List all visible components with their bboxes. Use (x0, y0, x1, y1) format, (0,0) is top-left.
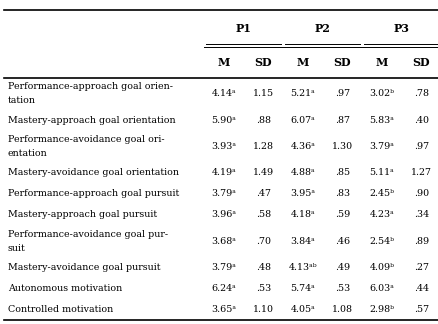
Text: .85: .85 (334, 168, 349, 177)
Text: 3.68ᵃ: 3.68ᵃ (211, 237, 236, 246)
Text: .97: .97 (334, 89, 349, 98)
Text: .53: .53 (255, 284, 270, 293)
Text: 3.79ᵃ: 3.79ᵃ (211, 190, 236, 198)
Text: 1.08: 1.08 (331, 306, 352, 314)
Text: Performance-approach goal orien-: Performance-approach goal orien- (8, 82, 173, 91)
Text: Mastery-approach goal pursuit: Mastery-approach goal pursuit (8, 211, 157, 219)
Text: 5.11ᵃ: 5.11ᵃ (369, 168, 393, 177)
Text: Mastery-avoidance goal orientation: Mastery-avoidance goal orientation (8, 168, 179, 177)
Text: SD: SD (254, 57, 272, 68)
Text: 3.84ᵃ: 3.84ᵃ (290, 237, 314, 246)
Text: .53: .53 (334, 284, 349, 293)
Text: 2.45ᵇ: 2.45ᵇ (369, 190, 393, 198)
Text: 1.15: 1.15 (252, 89, 273, 98)
Text: 4.14ᵃ: 4.14ᵃ (211, 89, 236, 98)
Text: Mastery-avoidance goal pursuit: Mastery-avoidance goal pursuit (8, 263, 160, 272)
Text: 3.95ᵃ: 3.95ᵃ (290, 190, 314, 198)
Text: 2.54ᵇ: 2.54ᵇ (369, 237, 393, 246)
Text: 4.09ᵇ: 4.09ᵇ (369, 263, 393, 272)
Text: 5.90ᵃ: 5.90ᵃ (211, 116, 236, 124)
Text: .47: .47 (255, 190, 270, 198)
Text: SD: SD (412, 57, 429, 68)
Text: 4.36ᵃ: 4.36ᵃ (290, 142, 314, 151)
Text: P1: P1 (235, 23, 251, 34)
Text: M: M (296, 57, 308, 68)
Text: .88: .88 (255, 116, 270, 124)
Text: 4.88ᵃ: 4.88ᵃ (290, 168, 314, 177)
Text: Performance-avoidance goal ori-: Performance-avoidance goal ori- (8, 135, 164, 144)
Text: 4.13ᵃᵇ: 4.13ᵃᵇ (288, 263, 317, 272)
Text: .87: .87 (334, 116, 349, 124)
Text: Performance-approach goal pursuit: Performance-approach goal pursuit (8, 190, 179, 198)
Text: Performance-avoidance goal pur-: Performance-avoidance goal pur- (8, 230, 168, 238)
Text: 3.65ᵃ: 3.65ᵃ (211, 306, 236, 314)
Text: 1.10: 1.10 (252, 306, 273, 314)
Text: 1.27: 1.27 (410, 168, 431, 177)
Text: 3.02ᵇ: 3.02ᵇ (369, 89, 393, 98)
Text: .34: .34 (413, 211, 428, 219)
Text: .89: .89 (413, 237, 428, 246)
Text: 4.23ᵃ: 4.23ᵃ (369, 211, 393, 219)
Text: Mastery-approach goal orientation: Mastery-approach goal orientation (8, 116, 175, 124)
Text: 4.05ᵃ: 4.05ᵃ (290, 306, 314, 314)
Text: .49: .49 (334, 263, 349, 272)
Text: M: M (375, 57, 387, 68)
Text: 3.79ᵃ: 3.79ᵃ (369, 142, 393, 151)
Text: 1.49: 1.49 (252, 168, 273, 177)
Text: Autonomous motivation: Autonomous motivation (8, 284, 122, 293)
Text: 1.28: 1.28 (252, 142, 273, 151)
Text: .46: .46 (334, 237, 349, 246)
Text: 5.74ᵃ: 5.74ᵃ (290, 284, 314, 293)
Text: .59: .59 (334, 211, 349, 219)
Text: suit: suit (8, 244, 25, 253)
Text: 6.03ᵃ: 6.03ᵃ (369, 284, 393, 293)
Text: 4.19ᵃ: 4.19ᵃ (211, 168, 236, 177)
Text: 5.21ᵃ: 5.21ᵃ (290, 89, 314, 98)
Text: .44: .44 (413, 284, 428, 293)
Text: 5.83ᵃ: 5.83ᵃ (369, 116, 393, 124)
Text: Controlled motivation: Controlled motivation (8, 306, 113, 314)
Text: M: M (217, 57, 230, 68)
Text: .48: .48 (255, 263, 270, 272)
Text: .40: .40 (413, 116, 428, 124)
Text: .90: .90 (413, 190, 428, 198)
Text: entation: entation (8, 149, 48, 158)
Text: 4.18ᵃ: 4.18ᵃ (290, 211, 314, 219)
Text: 6.07ᵃ: 6.07ᵃ (290, 116, 314, 124)
Text: SD: SD (333, 57, 350, 68)
Text: .70: .70 (255, 237, 270, 246)
Text: P3: P3 (393, 23, 409, 34)
Text: tation: tation (8, 97, 36, 105)
Text: P2: P2 (314, 23, 330, 34)
Text: .78: .78 (413, 89, 428, 98)
Text: 3.79ᵃ: 3.79ᵃ (211, 263, 236, 272)
Text: .27: .27 (413, 263, 428, 272)
Text: 1.30: 1.30 (331, 142, 352, 151)
Text: .57: .57 (413, 306, 428, 314)
Text: 3.96ᵃ: 3.96ᵃ (211, 211, 236, 219)
Text: 2.98ᵇ: 2.98ᵇ (369, 306, 393, 314)
Text: 3.93ᵃ: 3.93ᵃ (211, 142, 236, 151)
Text: .97: .97 (413, 142, 428, 151)
Text: 6.24ᵃ: 6.24ᵃ (211, 284, 236, 293)
Text: .58: .58 (255, 211, 270, 219)
Text: .83: .83 (334, 190, 349, 198)
